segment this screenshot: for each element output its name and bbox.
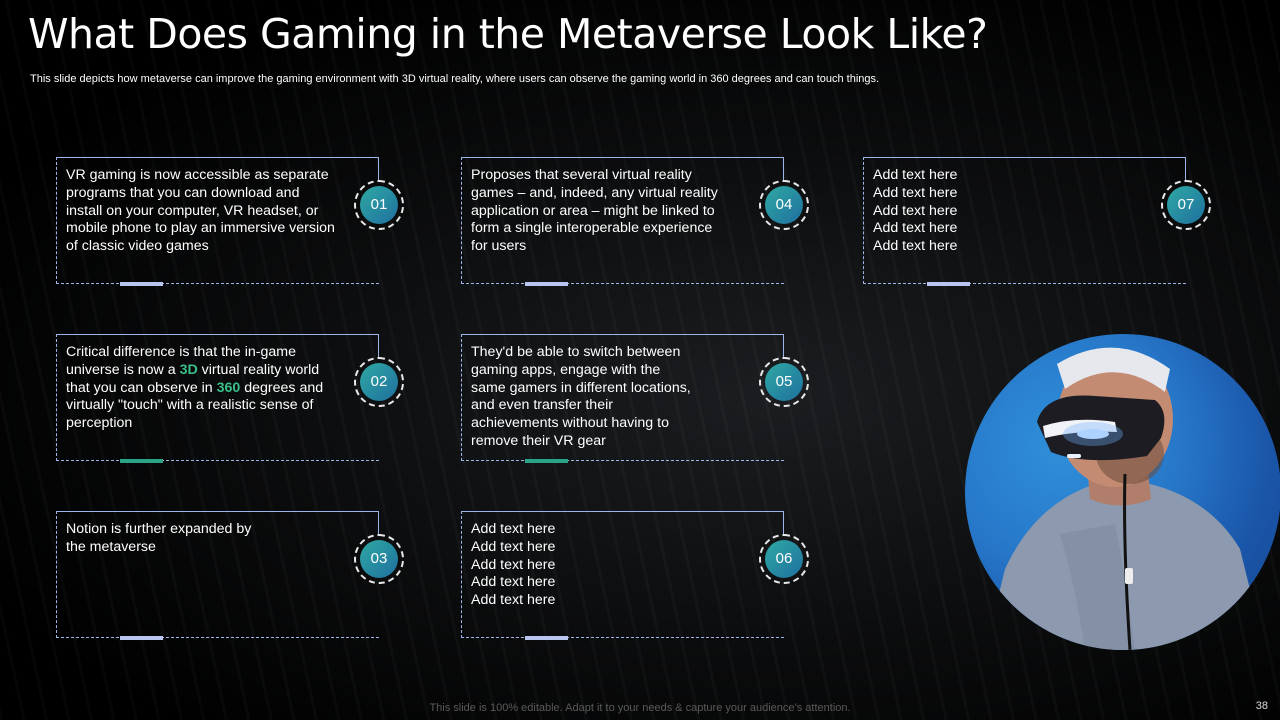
card-connector (378, 334, 379, 358)
headset-light (1077, 429, 1109, 439)
card-text-part: virtual reality world that you can obser… (66, 361, 320, 396)
vr-headset-photo (965, 334, 1280, 650)
card-text: Proposes that several virtual reality ga… (471, 167, 718, 255)
card-accent-bar (120, 636, 163, 640)
card-01: VR gaming is now accessible as separate … (56, 157, 404, 286)
badge-number: 04 (765, 186, 803, 224)
card-text: Add text here Add text here Add text her… (873, 167, 958, 255)
card-05: They'd be able to switch between gaming … (461, 334, 809, 463)
card-text-part: degrees and virtually "touch" with a rea… (66, 379, 324, 432)
card-accent-bar (120, 282, 163, 286)
slide-title: What Does Gaming in the Metaverse Look L… (28, 10, 988, 58)
slide-subtitle: This slide depicts how metaverse can imp… (30, 73, 880, 85)
highlight-360: 360 (216, 379, 241, 396)
slide-footer: This slide is 100% editable. Adapt it to… (429, 702, 851, 714)
number-badge: 05 (759, 357, 809, 407)
badge-number: 03 (360, 540, 398, 578)
card-text-part: Critical difference is that the in-game … (66, 344, 296, 378)
badge-ring (354, 534, 404, 584)
badge-ring (759, 534, 809, 584)
card-text: Add text here Add text here Add text her… (471, 521, 556, 609)
badge-ring (1161, 180, 1211, 230)
headset-indicator (1067, 454, 1081, 458)
card-accent-bar (525, 636, 568, 640)
headset-strap (1057, 347, 1170, 392)
card-text: VR gaming is now accessible as separate … (66, 167, 335, 255)
card-top-line (462, 157, 784, 158)
page-number: 38 (1255, 700, 1268, 712)
cable-clip (1125, 568, 1133, 584)
card-06: Add text here Add text here Add text her… (461, 511, 809, 640)
number-badge: 03 (354, 534, 404, 584)
card-accent-bar (927, 282, 970, 286)
card-top-line (462, 511, 784, 512)
card-text: Critical difference is that the in-game … (66, 344, 356, 433)
card-top-line (864, 157, 1186, 158)
card-top-line (57, 157, 379, 158)
card-02: Critical difference is that the in-game … (56, 334, 404, 463)
card-connector (1185, 157, 1186, 181)
vr-person-illustration (985, 347, 1265, 650)
number-badge: 06 (759, 534, 809, 584)
badge-number: 07 (1167, 186, 1205, 224)
card-accent-bar (525, 282, 568, 286)
card-top-line (57, 334, 379, 335)
card-04: Proposes that several virtual reality ga… (461, 157, 809, 286)
badge-number: 01 (360, 186, 398, 224)
card-top-line (462, 334, 784, 335)
card-text: Notion is further expanded by the metave… (66, 521, 252, 555)
card-07: Add text here Add text here Add text her… (863, 157, 1211, 286)
card-accent-bar (525, 459, 568, 463)
highlight-3d: 3D (179, 361, 198, 378)
card-03: Notion is further expanded by the metave… (56, 511, 404, 640)
card-connector (378, 511, 379, 535)
number-badge: 04 (759, 180, 809, 230)
card-connector (378, 157, 379, 181)
card-accent-bar (120, 459, 163, 463)
badge-ring (354, 357, 404, 407)
badge-number: 06 (765, 540, 803, 578)
shirt-fold (1060, 524, 1135, 650)
card-connector (783, 157, 784, 181)
badge-ring (354, 180, 404, 230)
card-connector (783, 334, 784, 358)
number-badge: 02 (354, 357, 404, 407)
card-text: They'd be able to switch between gaming … (471, 344, 691, 449)
headset-cable (1123, 473, 1132, 650)
badge-ring (759, 357, 809, 407)
number-badge: 07 (1161, 180, 1211, 230)
card-connector (783, 511, 784, 535)
badge-ring (759, 180, 809, 230)
badge-number: 02 (360, 363, 398, 401)
number-badge: 01 (354, 180, 404, 230)
headset-glow (1063, 422, 1123, 446)
headset-band (1043, 419, 1117, 438)
badge-number: 05 (765, 363, 803, 401)
card-top-line (57, 511, 379, 512)
